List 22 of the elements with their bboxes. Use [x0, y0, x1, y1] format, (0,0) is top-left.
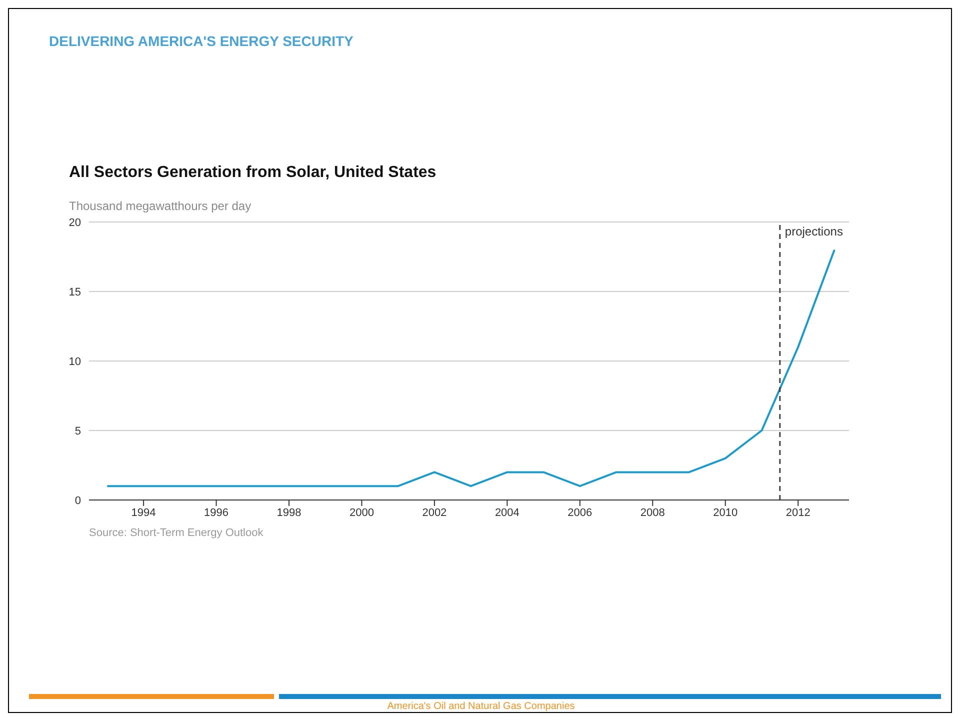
y-tick-label: 15 — [68, 286, 81, 298]
text: DELIVERING AMERICA'S ENERGY SECURITY — [49, 33, 354, 49]
y-tick-label: 5 — [74, 425, 81, 438]
x-tick-label: 1994 — [131, 506, 156, 519]
line-series — [106, 248, 836, 488]
x-tick-label: 2010 — [713, 506, 738, 519]
x-tick-label: 2006 — [568, 506, 592, 519]
y-axis-title: Thousand megawatthours per day — [69, 199, 252, 213]
y-tick-label: 10 — [68, 356, 81, 368]
x-tick-label: 1996 — [204, 506, 229, 519]
x-tick-label: 2008 — [640, 506, 665, 519]
x-tick-label: 1998 — [276, 506, 302, 519]
y-tick-label: 0 — [74, 494, 81, 507]
x-tick-label: 2004 — [494, 506, 520, 519]
x-tick-label: 2012 — [786, 506, 810, 519]
x-tick-label: 2000 — [349, 506, 374, 519]
chart-title: All Sectors Generation from Solar, United States — [69, 164, 436, 182]
ref-line-label: projections — [784, 224, 843, 239]
source-note: Source: Short-Term Energy Outlook — [89, 527, 264, 539]
text: America's Oil and Natural Gas Companies — [386, 701, 576, 712]
y-tick-label: 20 — [68, 216, 81, 229]
x-tick-label: 2002 — [422, 506, 447, 519]
